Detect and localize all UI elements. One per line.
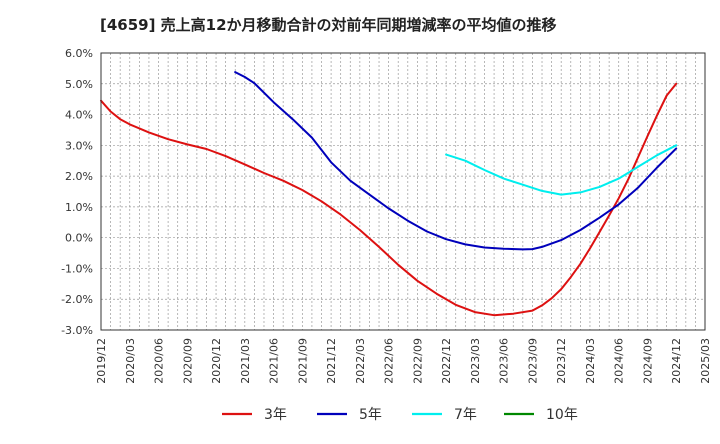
x-tick-label: 2020/03 (124, 338, 137, 384)
series-line-2 (234, 71, 678, 251)
y-tick-label: 4.0% (65, 109, 93, 122)
y-tick-label: 1.0% (65, 201, 93, 214)
x-tick-label: 2024/09 (641, 338, 654, 384)
x-tick-label: 2022/06 (383, 338, 396, 384)
x-tick-label: 2019/12 (95, 338, 108, 384)
x-tick-label: 2022/12 (440, 338, 453, 384)
y-tick-label: 6.0% (65, 47, 93, 60)
grid (101, 53, 705, 330)
legend-label-4: 10年 (546, 407, 578, 423)
series-line-3 (445, 144, 678, 196)
x-tick-label: 2021/12 (325, 338, 338, 384)
x-tick-label: 2023/03 (469, 338, 482, 384)
x-tick-label: 2021/06 (268, 338, 281, 384)
chart-title: [4659] 売上高12か月移動合計の対前年同期増減率の平均値の推移 (100, 16, 557, 34)
y-tick-label: -2.0% (61, 293, 93, 306)
legend: 3年 5年 7年 10年 (222, 407, 578, 423)
x-tick-label: 2022/09 (411, 338, 424, 384)
y-tick-label: 3.0% (65, 139, 93, 152)
x-tick-label: 2020/09 (181, 338, 194, 384)
plot-frame (100, 52, 706, 331)
x-tick-label: 2024/06 (613, 338, 626, 384)
y-tick-label: 2.0% (65, 170, 93, 183)
y-tick-label: 5.0% (65, 78, 93, 91)
x-tick-label: 2024/12 (670, 338, 683, 384)
x-tick-label: 2025/03 (699, 338, 712, 384)
x-tick-label: 2022/03 (354, 338, 367, 384)
axes: 6.0% 5.0% 4.0% 3.0% 2.0% 1.0% 0.0% -1.0% -2.0% -3… (61, 47, 712, 384)
x-tick-label: 2023/12 (555, 338, 568, 384)
legend-label-2: 5年 (359, 407, 382, 423)
x-tick-label: 2020/12 (210, 338, 223, 384)
y-tick-label: -3.0% (61, 324, 93, 337)
x-tick-label: 2024/03 (584, 338, 597, 384)
legend-label-1: 3年 (264, 407, 287, 423)
x-tick-label: 2023/06 (498, 338, 511, 384)
series-layer (100, 71, 678, 317)
x-tick-label: 2021/03 (239, 338, 252, 384)
x-tick-label: 2020/06 (153, 338, 166, 384)
y-tick-label: -1.0% (61, 262, 93, 275)
legend-label-3: 7年 (454, 407, 477, 423)
x-tick-label: 2023/09 (526, 338, 539, 384)
x-tick-label: 2021/09 (296, 338, 309, 384)
y-tick-label: 0.0% (65, 232, 93, 245)
